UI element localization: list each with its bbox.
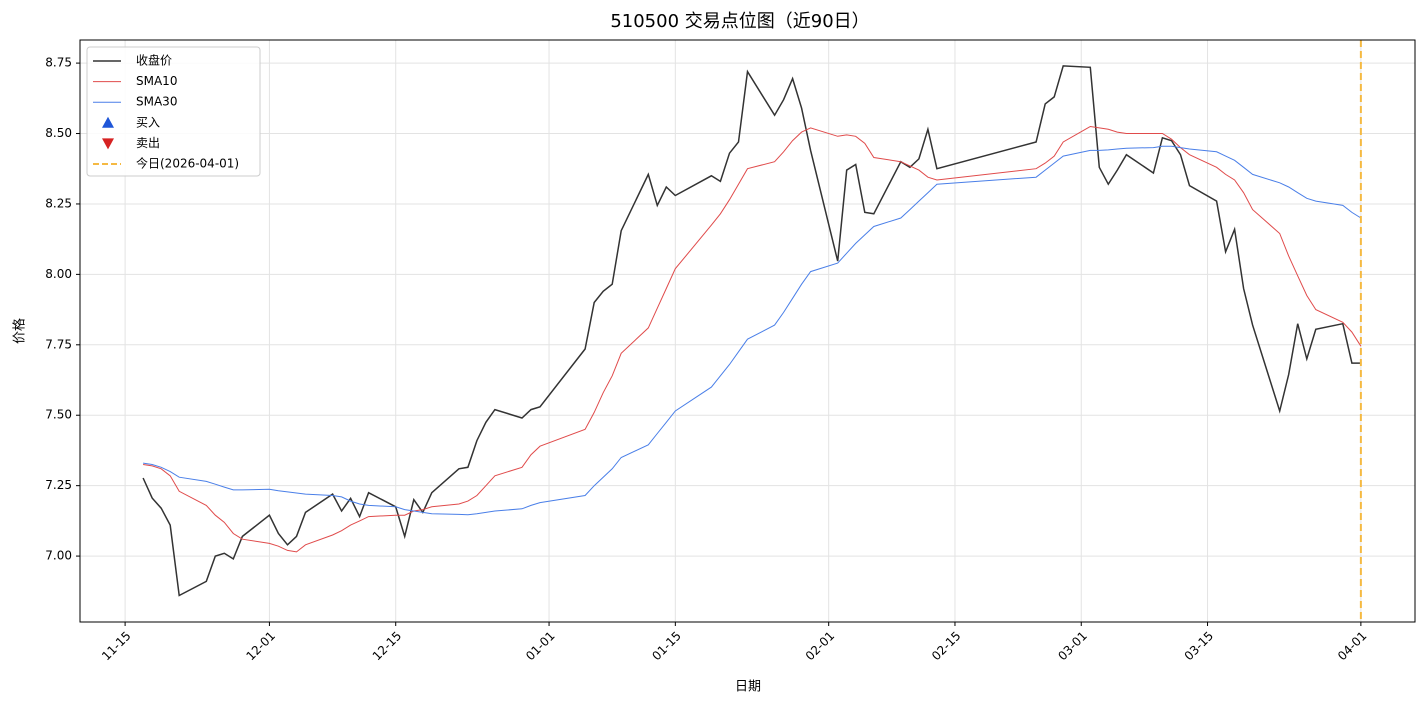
legend-label: 今日(2026-04-01) — [136, 156, 239, 171]
x-tick-label: 03-15 — [1182, 629, 1217, 664]
chart-title: 510500 交易点位图（近90日） — [610, 11, 869, 32]
y-tick-label: 7.75 — [45, 337, 72, 351]
y-tick-label: 8.00 — [45, 267, 72, 281]
legend-box — [86, 46, 261, 177]
legend-marker — [102, 116, 114, 128]
x-tick-label: 01-01 — [523, 629, 558, 664]
x-tick-label: 02-01 — [803, 629, 838, 664]
x-tick-label: 02-15 — [929, 629, 964, 664]
y-tick-label: 8.75 — [45, 56, 72, 70]
y-tick-label: 8.50 — [45, 126, 72, 140]
y-tick-label: 7.00 — [45, 549, 72, 563]
legend-label: SMA30 — [136, 95, 177, 109]
x-tick-label: 11-15 — [99, 629, 134, 664]
legend-label: 卖出 — [136, 136, 160, 150]
legend-label: 买入 — [136, 115, 160, 129]
x-tick-label: 03-01 — [1055, 629, 1090, 664]
x-tick-label: 04-01 — [1335, 629, 1370, 664]
series-line — [143, 145, 1362, 516]
x-tick-label: 01-15 — [649, 629, 684, 664]
plot-frame — [79, 39, 1416, 623]
x-tick-label: 12-15 — [370, 629, 405, 664]
x-axis-label: 日期 — [735, 680, 761, 695]
series-line — [142, 65, 1361, 597]
series-line — [143, 125, 1362, 553]
legend-label: SMA10 — [136, 74, 177, 88]
y-tick-label: 8.25 — [45, 196, 72, 210]
y-tick-label: 7.50 — [45, 408, 72, 422]
legend-label: 收盘价 — [136, 53, 172, 68]
y-tick-label: 7.25 — [45, 478, 72, 492]
x-tick-label: 12-01 — [243, 629, 278, 664]
legend-marker — [102, 138, 114, 150]
y-axis-label: 价格 — [12, 318, 28, 344]
